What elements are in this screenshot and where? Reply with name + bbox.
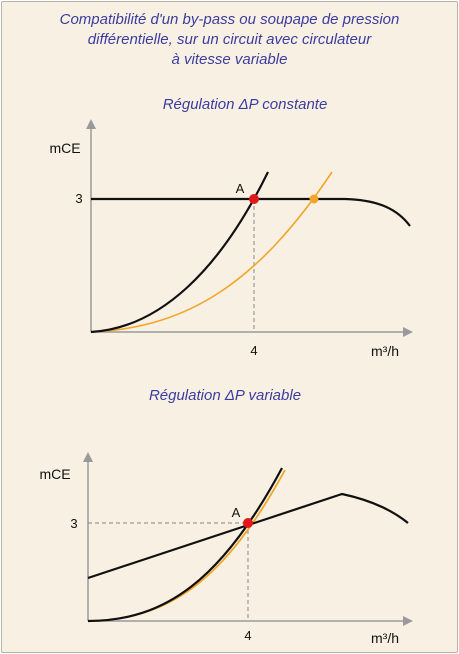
top-operating-point-bypass bbox=[309, 194, 319, 204]
top-pump-curve-constant bbox=[91, 197, 411, 227]
top-bypass-system-curve bbox=[90, 171, 333, 333]
top-panel-subtitle: Régulation ΔP constante bbox=[163, 96, 328, 113]
figure-title: Compatibilité d'un by-pass ou soupape de… bbox=[0, 10, 459, 70]
top-x-tick-4: 4 bbox=[250, 343, 257, 358]
top-system-curve bbox=[90, 171, 269, 334]
title-line-2: différentielle, sur un circuit avec circ… bbox=[87, 31, 372, 48]
bottom-x-axis-label: m³/h bbox=[371, 630, 399, 646]
bottom-panel-subtitle: Régulation ΔP variable bbox=[149, 387, 301, 404]
bottom-system-curve bbox=[87, 467, 283, 623]
bottom-y-axis-label: mCE bbox=[39, 466, 70, 482]
bottom-point-label-a: A bbox=[232, 505, 241, 520]
top-y-tick-3: 3 bbox=[75, 191, 82, 206]
top-y-axis-label: mCE bbox=[49, 140, 80, 156]
title-line-3: à vitesse variable bbox=[171, 51, 288, 68]
bottom-x-tick-4: 4 bbox=[244, 628, 251, 643]
bottom-y-tick-3: 3 bbox=[70, 516, 77, 531]
top-operating-point-a bbox=[249, 194, 259, 204]
bottom-panel: Régulation ΔP variable mCE m³/h 3 4 A bbox=[39, 387, 413, 646]
bottom-pump-curve-variable bbox=[87, 492, 409, 580]
title-line-1: Compatibilité d'un by-pass ou soupape de… bbox=[59, 11, 400, 28]
top-x-axis-label: m³/h bbox=[371, 343, 399, 359]
top-panel: Régulation ΔP constante mCE m³/h 3 4 A bbox=[49, 96, 413, 359]
bottom-operating-point-a bbox=[243, 518, 253, 528]
top-point-label-a: A bbox=[236, 181, 245, 196]
